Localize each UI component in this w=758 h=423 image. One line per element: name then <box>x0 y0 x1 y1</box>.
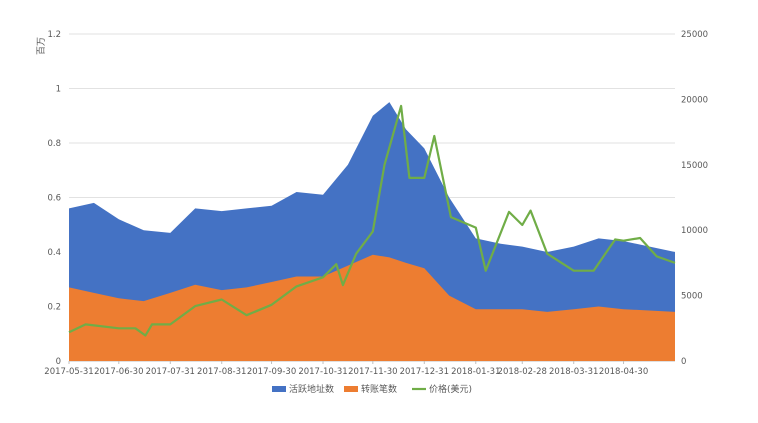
left-axis-ticks: 0 0.2 0.4 0.6 0.8 1 1.2 <box>47 30 61 367</box>
x-tick-label: 2017-09-30 <box>247 367 296 377</box>
right-tick-label: 0 <box>681 357 686 367</box>
x-axis-ticks: 2017-05-31 2017-06-30 2017-07-31 2017-08-31… <box>44 361 648 377</box>
x-tick-label: 2017-07-31 <box>146 367 195 377</box>
left-tick-label: 1 <box>56 85 61 95</box>
right-tick-label: 10000 <box>681 226 708 236</box>
right-axis-ticks: 0 5000 10000 15000 20000 25000 <box>681 30 708 367</box>
y-axis-unit-label: 百万 <box>36 37 47 55</box>
x-tick-label: 2018-02-28 <box>498 367 547 377</box>
x-tick-label: 2017-08-31 <box>197 367 246 377</box>
right-tick-label: 5000 <box>681 292 703 302</box>
right-tick-label: 25000 <box>681 30 708 40</box>
legend-label: 转账笔数 <box>361 383 397 395</box>
x-tick-label: 2017-06-30 <box>94 367 143 377</box>
legend: 活跃地址数 转账笔数 价格(美元) <box>272 383 472 395</box>
left-tick-label: 0.2 <box>47 303 61 313</box>
area-转账笔数 <box>69 254 675 361</box>
legend-swatch <box>272 386 286 392</box>
left-tick-label: 0.6 <box>47 194 61 204</box>
x-tick-label: 2018-04-30 <box>599 367 648 377</box>
left-tick-label: 0.4 <box>47 248 61 258</box>
left-tick-label: 1.2 <box>47 30 61 40</box>
x-tick-label: 2018-01-31 <box>451 367 500 377</box>
legend-label: 价格(美元) <box>429 383 472 395</box>
x-tick-label: 2017-12-31 <box>400 367 449 377</box>
x-tick-label: 2017-11-30 <box>348 367 397 377</box>
line-series <box>68 104 676 337</box>
left-tick-label: 0.8 <box>47 139 61 149</box>
legend-label: 活跃地址数 <box>289 383 334 395</box>
x-tick-label: 2017-05-31 <box>44 367 93 377</box>
right-tick-label: 20000 <box>681 95 708 105</box>
legend-swatch <box>344 386 358 392</box>
line-价格(美元) <box>68 104 676 337</box>
x-tick-label: 2017-10-31 <box>298 367 347 377</box>
x-tick-label: 2018-03-31 <box>549 367 598 377</box>
right-tick-label: 15000 <box>681 161 708 171</box>
left-tick-label: 0 <box>56 357 61 367</box>
